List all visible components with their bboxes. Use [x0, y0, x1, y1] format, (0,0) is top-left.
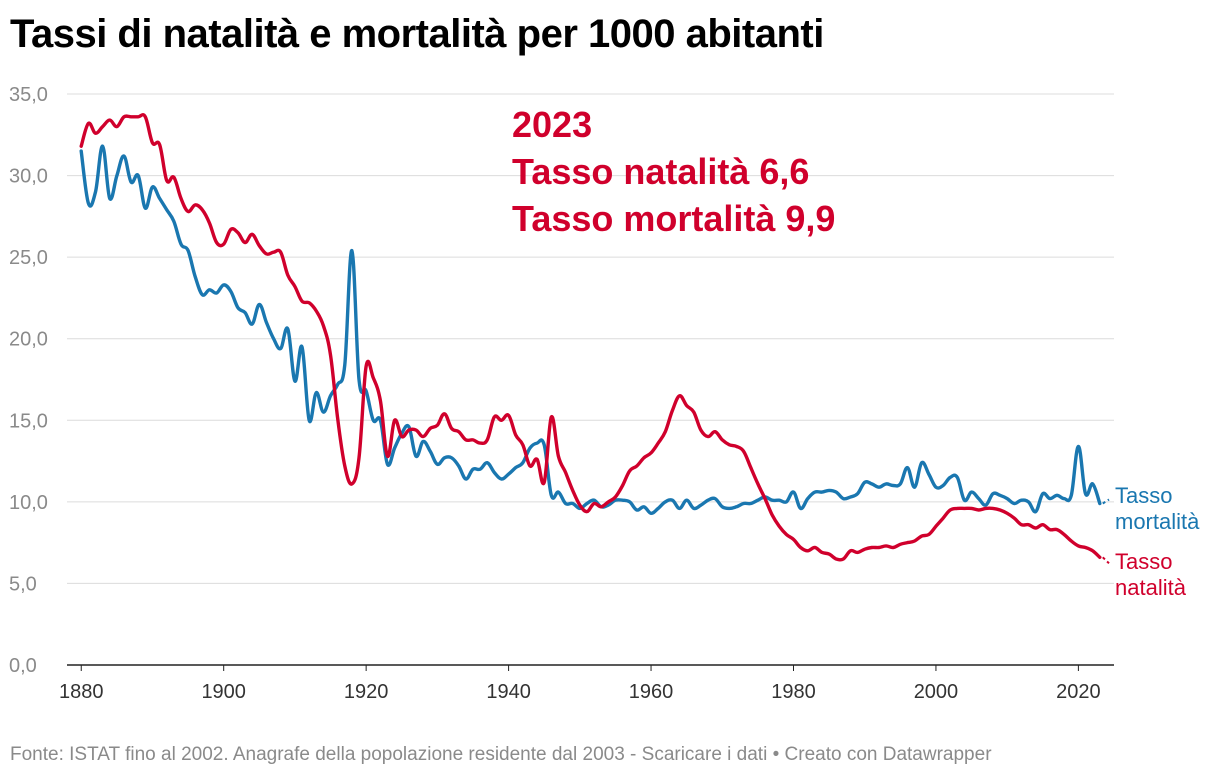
x-tick-label: 2020 — [1056, 681, 1101, 703]
series-lines — [79, 113, 1110, 565]
y-tick-label: 20,0 — [9, 329, 48, 351]
annotation-line: Tasso mortalità 9,9 — [512, 198, 835, 239]
y-tick-label: 0,0 — [9, 655, 37, 677]
x-tick-label: 1940 — [486, 681, 531, 703]
tasso-mortalit-label: Tasso — [1115, 483, 1172, 508]
tasso-mortalit-line — [79, 144, 1102, 515]
x-axis-ticks: 1880 1900 1920 1940 1960 1980 2000 2020 — [59, 665, 1101, 703]
annotation-line: Tasso natalità 6,6 — [512, 151, 809, 192]
x-tick-label: 1980 — [771, 681, 816, 703]
x-tick-label: 1900 — [201, 681, 246, 703]
x-tick-label: 1880 — [59, 681, 104, 703]
y-tick-label: 30,0 — [9, 166, 48, 188]
y-axis-ticks: 0,0 5,0 10,0 15,0 20,0 25,0 30,0 35,0 — [9, 84, 48, 677]
annotation: 2023 Tasso natalità 6,6 Tasso mortalità 9,… — [512, 104, 835, 239]
x-tick-label: 1960 — [629, 681, 674, 703]
y-tick-label: 5,0 — [9, 573, 37, 595]
y-tick-label: 10,0 — [9, 492, 48, 514]
chart-title: Tassi di natalità e mortalità per 1000 a… — [10, 12, 824, 56]
annotation-line: 2023 — [512, 104, 592, 145]
y-tick-label: 35,0 — [9, 84, 48, 106]
x-tick-label: 2000 — [914, 681, 959, 703]
tasso-mortalit-label: mortalità — [1115, 509, 1200, 534]
source-footer: Fonte: ISTAT fino al 2002. Anagrafe dell… — [10, 744, 992, 765]
tasso-natalit-line — [79, 113, 1102, 562]
y-tick-label: 15,0 — [9, 410, 48, 432]
tasso-natalit-label: natalità — [1115, 575, 1187, 600]
tasso-mortalit-connector — [1102, 498, 1110, 505]
tasso-natalit-connector — [1102, 556, 1110, 565]
x-tick-label: 1920 — [344, 681, 389, 703]
y-tick-label: 25,0 — [9, 247, 48, 269]
tasso-natalit-label: Tasso — [1115, 549, 1172, 574]
